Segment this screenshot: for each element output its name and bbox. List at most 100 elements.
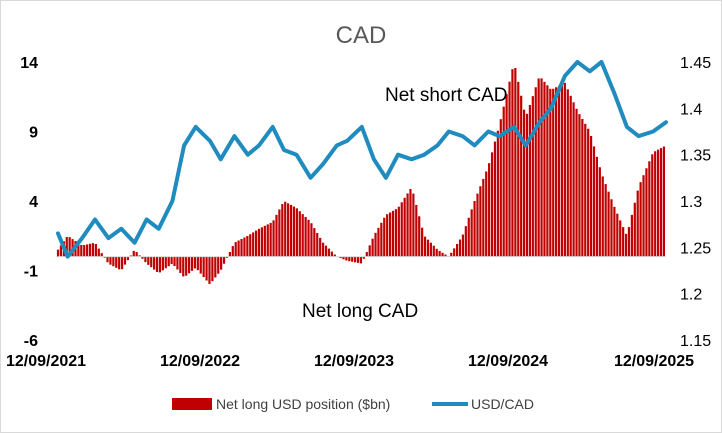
bar	[493, 141, 497, 257]
bar	[511, 69, 514, 257]
bar	[150, 256, 153, 268]
bar	[176, 256, 179, 270]
legend-bar-swatch	[172, 398, 212, 410]
bar	[356, 256, 360, 263]
bar	[316, 232, 319, 257]
bar	[566, 89, 569, 257]
bar	[622, 227, 625, 257]
bar	[185, 256, 188, 276]
bar	[333, 254, 336, 257]
legend: Net long USD position ($bn) USD/CAD	[172, 396, 534, 412]
bar	[470, 209, 473, 257]
bar	[444, 254, 447, 257]
bar	[613, 206, 616, 257]
bar	[633, 202, 636, 257]
bar	[464, 226, 467, 257]
right-tick-label: 1.35	[680, 148, 711, 165]
bar	[252, 232, 255, 257]
bar	[231, 246, 234, 257]
bar	[339, 256, 342, 259]
bar	[505, 94, 508, 257]
bar	[77, 242, 80, 257]
bar	[97, 248, 100, 257]
bar	[123, 256, 127, 265]
bar	[275, 214, 278, 257]
bar	[112, 256, 115, 267]
bar	[135, 252, 138, 257]
bar	[610, 199, 613, 257]
bar	[324, 245, 328, 257]
bar	[222, 256, 226, 264]
bar	[362, 256, 365, 259]
bar	[278, 209, 281, 257]
left-tick-label: -6	[24, 333, 38, 350]
bar	[284, 201, 287, 257]
bar	[289, 204, 293, 257]
bar	[589, 135, 593, 257]
bar	[257, 228, 261, 257]
bar	[208, 256, 211, 284]
bar	[368, 245, 371, 257]
bar	[147, 256, 150, 265]
left-tick-label: 9	[29, 125, 38, 142]
bar	[126, 256, 130, 261]
right-tick-label: 1.2	[680, 287, 702, 304]
bar	[330, 251, 333, 257]
bar	[319, 237, 322, 257]
bar	[479, 186, 482, 257]
bar	[144, 256, 147, 263]
bar	[514, 67, 517, 257]
x-tick-label: 12/09/2021	[6, 353, 86, 370]
bar	[211, 256, 214, 282]
bar	[450, 252, 453, 257]
bar	[552, 88, 555, 257]
bar	[619, 220, 622, 257]
bar	[601, 176, 604, 257]
bar	[490, 152, 494, 257]
bar	[659, 148, 663, 257]
bar	[342, 256, 345, 260]
bar	[351, 256, 354, 262]
bar	[662, 146, 666, 257]
bar	[249, 234, 252, 257]
bar	[560, 84, 564, 257]
bar	[549, 88, 552, 257]
bar	[240, 239, 243, 257]
bar	[630, 214, 633, 257]
left-tick-label: 4	[29, 194, 38, 211]
bar	[377, 227, 380, 257]
bar	[167, 256, 170, 267]
bar	[83, 245, 86, 257]
bar	[531, 96, 534, 257]
bar	[161, 256, 164, 271]
bar	[654, 151, 657, 257]
bar	[298, 211, 301, 257]
bar	[234, 242, 237, 257]
bar	[388, 212, 392, 257]
bar	[391, 210, 395, 257]
bar	[380, 222, 383, 257]
bar	[91, 243, 95, 257]
right-tick-label: 1.45	[680, 55, 711, 72]
bar	[120, 256, 124, 270]
bar	[80, 244, 83, 257]
bar	[374, 232, 377, 257]
bar	[281, 204, 284, 257]
bar	[400, 202, 403, 257]
bar	[228, 251, 231, 257]
bar	[543, 81, 546, 257]
bar	[170, 256, 173, 265]
bar	[412, 193, 415, 257]
x-tick-label: 12/09/2023	[314, 353, 394, 370]
bar	[607, 191, 610, 257]
bar	[604, 184, 607, 257]
bar	[418, 216, 421, 257]
bar	[569, 95, 572, 257]
bar	[217, 256, 220, 274]
bar	[435, 248, 438, 257]
annotation-net-short: Net short CAD	[385, 85, 507, 106]
bar	[520, 95, 523, 257]
bar	[354, 256, 357, 263]
bar	[266, 224, 269, 257]
bar	[528, 104, 532, 257]
